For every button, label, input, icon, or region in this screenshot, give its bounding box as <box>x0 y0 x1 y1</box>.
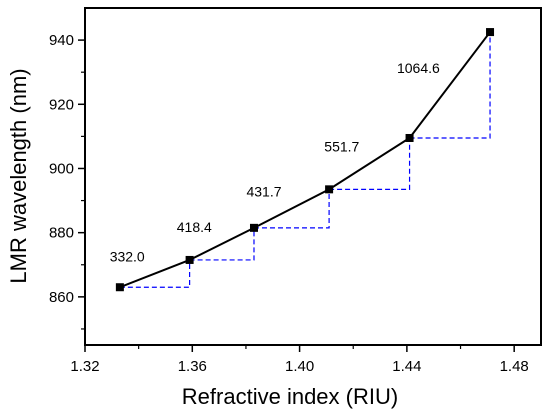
data-markers <box>115 28 495 292</box>
data-point <box>185 255 194 264</box>
data-series <box>119 31 491 289</box>
step-guides <box>119 32 491 288</box>
data-point <box>249 223 258 232</box>
step-guide <box>253 189 330 229</box>
plot-frame <box>84 7 542 346</box>
sensitivity-label: 1064.6 <box>397 60 440 76</box>
step-guide <box>329 137 411 190</box>
step-guide <box>189 227 255 261</box>
x-tick-label: 1.48 <box>500 358 529 375</box>
data-line <box>119 31 491 289</box>
y-axis-title: LMR wavelength (nm) <box>6 68 31 283</box>
step-guide <box>409 32 491 139</box>
sensitivity-labels: 332.0 418.4 431.7 551.7 1064.6 <box>110 60 440 265</box>
axes: 1.32 1.36 1.40 1.44 1.48 860 880 900 920 940 <box>49 7 542 375</box>
y-tick-label: 920 <box>49 96 74 113</box>
x-axis-title: Refractive index (RIU) <box>182 384 398 409</box>
y-tick-label: 900 <box>49 160 74 177</box>
data-point <box>325 185 334 194</box>
x-tick-label: 1.32 <box>70 358 99 375</box>
sensitivity-label: 332.0 <box>110 249 145 265</box>
data-point <box>115 283 124 292</box>
sensitivity-label: 431.7 <box>246 184 281 200</box>
x-tick-label: 1.36 <box>178 358 207 375</box>
y-tick-label: 880 <box>49 225 74 242</box>
y-tick-label: 860 <box>49 289 74 306</box>
data-point <box>405 133 414 142</box>
sensitivity-label: 418.4 <box>177 219 212 235</box>
x-tick-label: 1.40 <box>285 358 314 375</box>
data-point <box>486 28 495 37</box>
y-tick-label: 940 <box>49 32 74 49</box>
x-tick-label: 1.44 <box>392 358 421 375</box>
sensitivity-label: 551.7 <box>324 139 359 155</box>
